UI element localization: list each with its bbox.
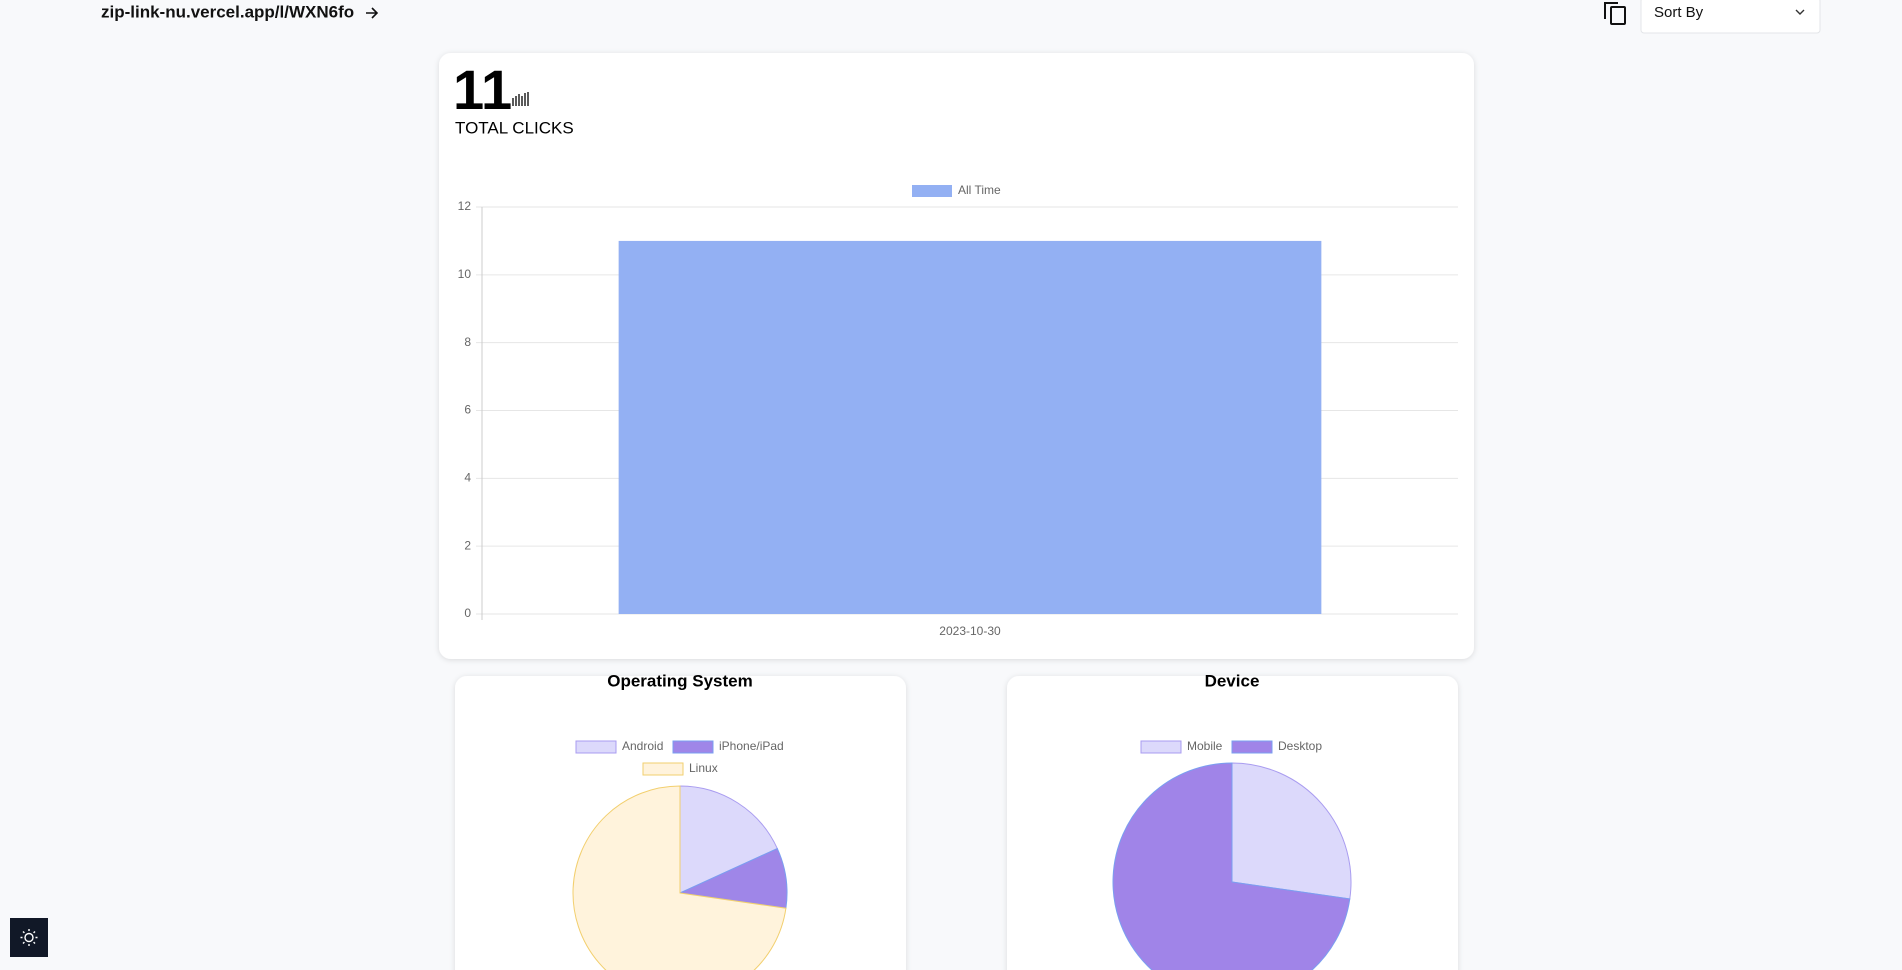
chart-title: Operating System	[607, 671, 753, 690]
y-tick-label: 4	[464, 471, 471, 485]
theme-toggle[interactable]	[10, 918, 48, 957]
legend-label: Mobile	[1187, 739, 1223, 753]
total-label: TOTAL CLICKS	[455, 118, 574, 137]
y-tick-label: 12	[458, 199, 472, 213]
arrow-icon[interactable]	[366, 7, 379, 19]
chart-title: Device	[1205, 671, 1260, 690]
x-tick-label: 2023-10-30	[939, 624, 1001, 638]
pie-slice	[1231, 762, 1352, 900]
chevron	[1795, 9, 1805, 15]
pie-slice	[1112, 762, 1351, 970]
legend-label: Desktop	[1278, 739, 1322, 753]
sort-label[interactable]: Sort By	[1654, 4, 1704, 21]
sun-icon	[20, 929, 38, 946]
legend-swatch	[642, 762, 684, 776]
bars-icon	[512, 92, 529, 106]
y-tick-label: 0	[464, 606, 471, 620]
legend-swatch	[912, 185, 952, 197]
legend-label: iPhone/iPad	[719, 739, 784, 753]
y-tick-label: 6	[464, 403, 471, 417]
link-url[interactable]: zip-link-nu.vercel.app/l/WXN6fo	[101, 2, 354, 21]
legend-swatch	[1231, 740, 1273, 754]
y-tick-label: 8	[464, 335, 471, 349]
sort-select[interactable]	[1640, 0, 1821, 34]
legend-swatch	[575, 740, 617, 754]
bar	[618, 240, 1322, 614]
total-clicks: 11	[453, 58, 512, 121]
legend-swatch	[672, 740, 714, 754]
legend-label: All Time	[958, 183, 1001, 197]
y-tick-label: 2	[464, 538, 471, 552]
copy-icon[interactable]	[1604, 2, 1626, 25]
pie-slice	[679, 785, 778, 894]
y-tick-label: 10	[458, 267, 472, 281]
legend-label: Linux	[689, 761, 718, 775]
legend-swatch	[1140, 740, 1182, 754]
legend-label: Android	[622, 739, 663, 753]
